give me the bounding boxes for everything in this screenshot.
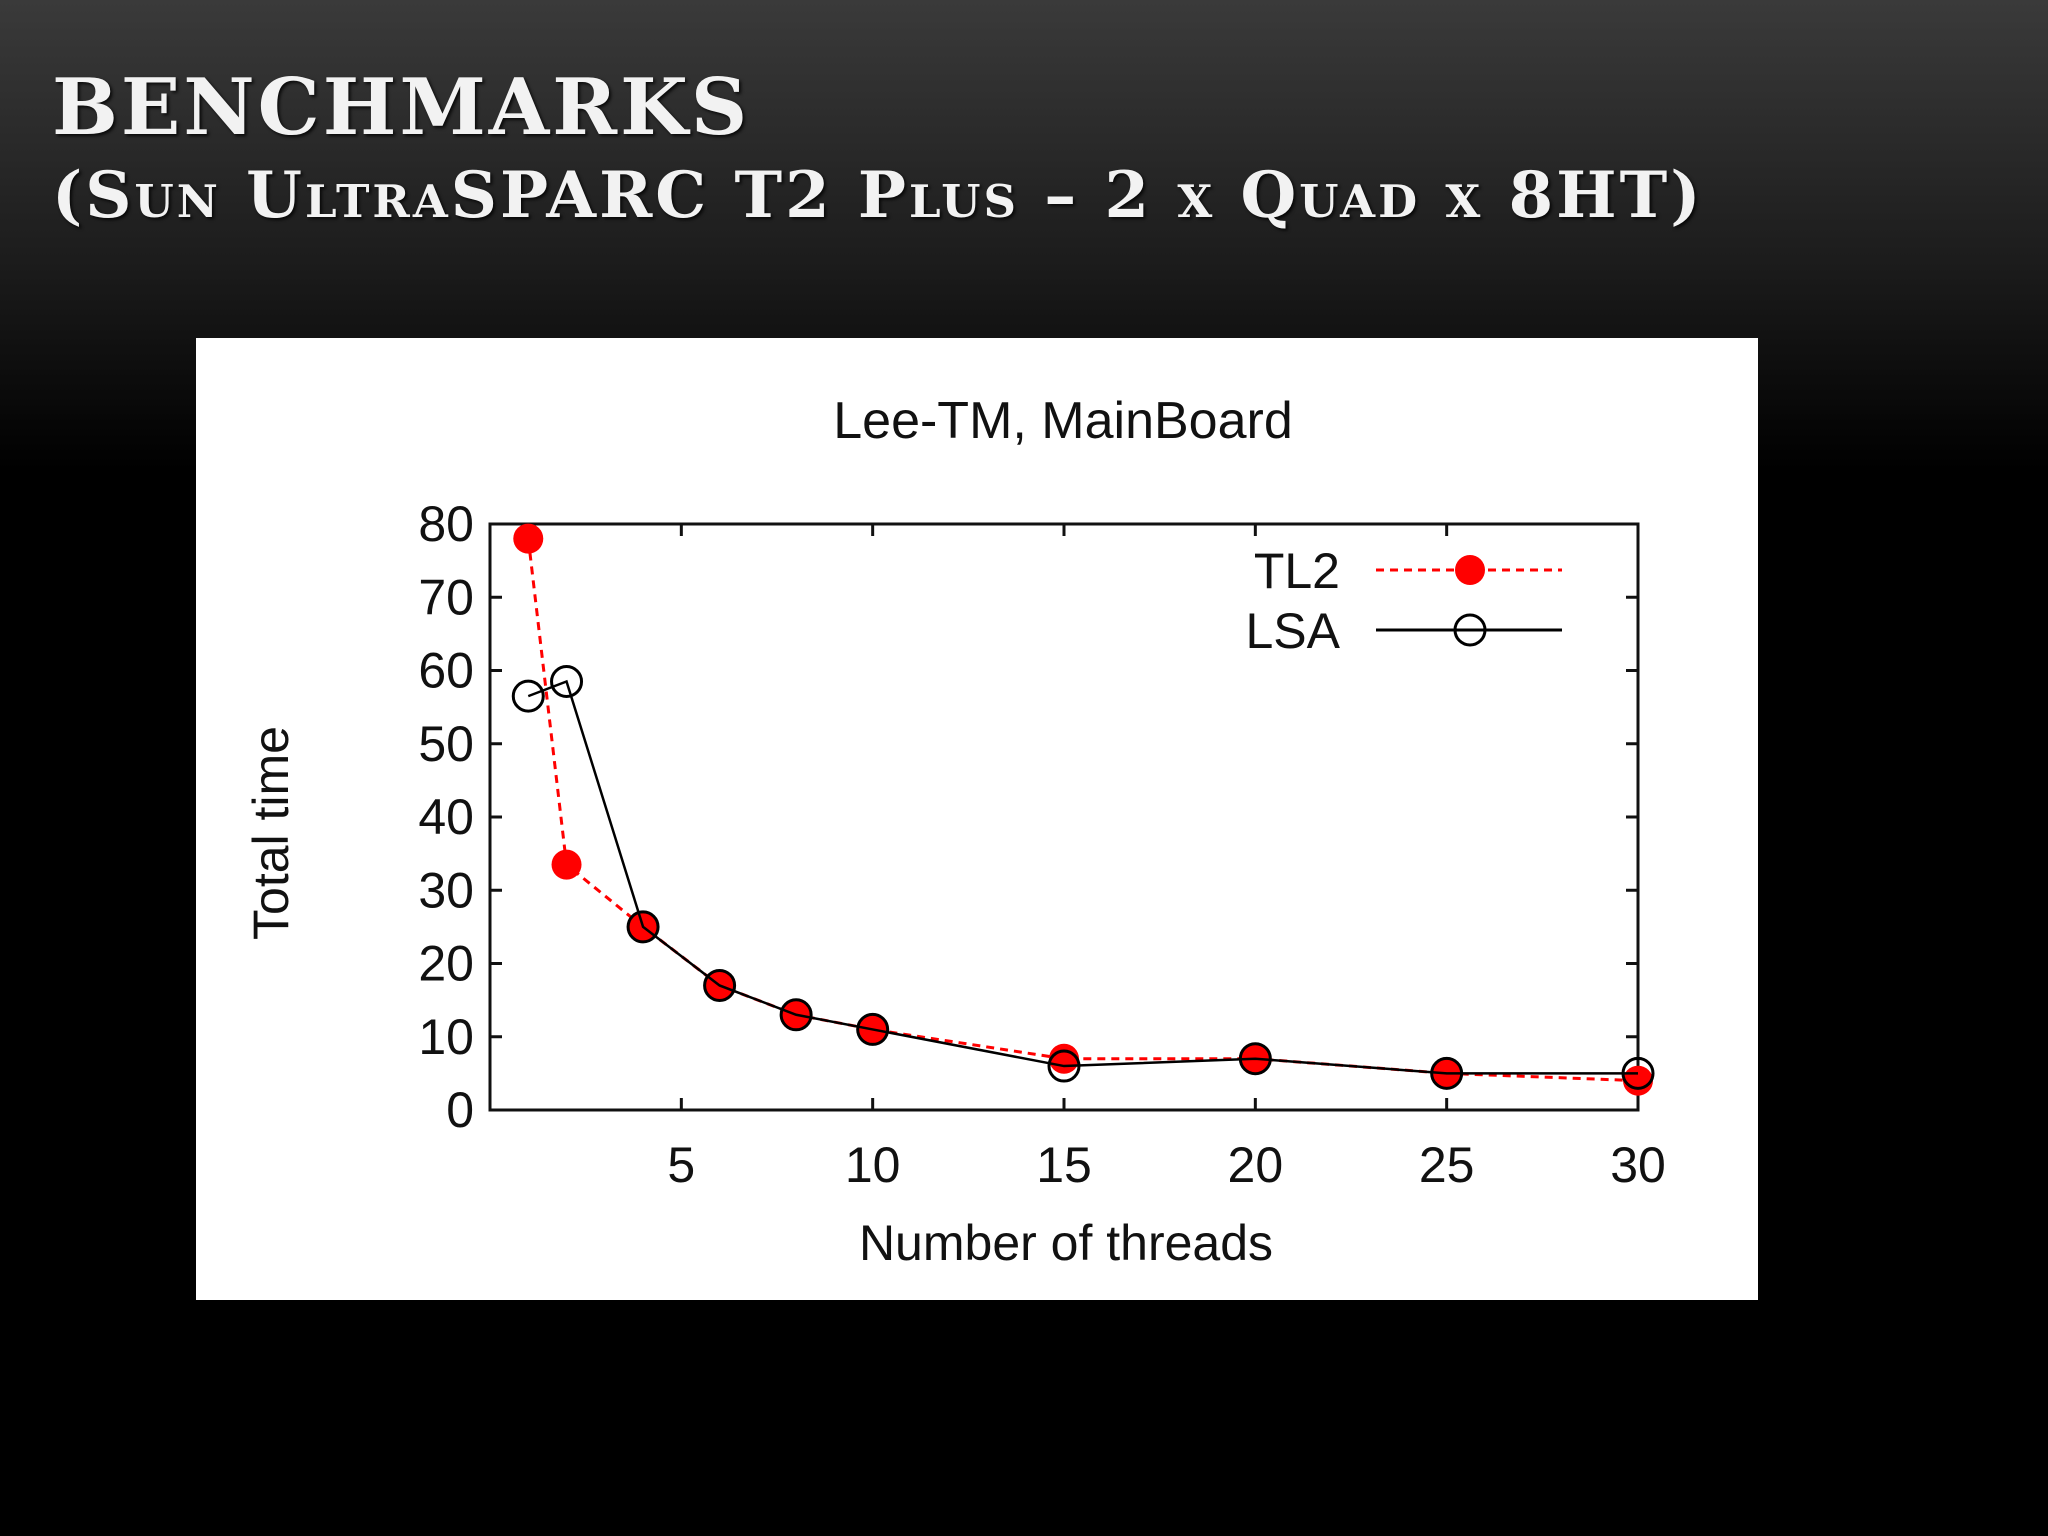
- y-tick-label: 10: [418, 1009, 474, 1065]
- data-point-tl2: [1623, 1065, 1653, 1096]
- data-point-lsa: [703, 968, 737, 1002]
- series-lsa: [511, 664, 1655, 1090]
- y-axis-label: Total time: [243, 726, 299, 940]
- data-point-lsa: [511, 679, 545, 713]
- y-tick-label: 20: [418, 936, 474, 992]
- legend-label-lsa: LSA: [1245, 603, 1340, 659]
- plot-frame: [488, 522, 1640, 1112]
- data-point-lsa: [856, 1012, 890, 1046]
- chart-svg: Lee-TM, MainBoard Total time Number of t…: [243, 392, 1666, 1271]
- data-point-lsa: [1430, 1056, 1464, 1090]
- data-point-lsa: [550, 664, 584, 698]
- data-point-tl2: [513, 523, 544, 554]
- y-tick-label: 0: [446, 1082, 474, 1138]
- x-tick-label: 15: [1036, 1137, 1092, 1193]
- slide-title-line1: Benchmarks: [52, 62, 751, 153]
- legend-label-tl2: TL2: [1254, 543, 1340, 599]
- chart-panel: Lee-TM, MainBoard Total time Number of t…: [196, 338, 1758, 1300]
- x-tick-label: 30: [1610, 1137, 1666, 1193]
- series-line-lsa: [527, 679, 1638, 1075]
- x-tick-label: 25: [1419, 1137, 1475, 1193]
- slide-subtitle-line2: (Sun UltraSPARC T2 Plus – 2 x Quad x 8HT…: [52, 158, 1704, 233]
- data-point-lsa: [1238, 1042, 1272, 1076]
- y-tick-label: 50: [418, 716, 474, 772]
- x-tick-label: 10: [845, 1137, 901, 1193]
- y-tick-label: 80: [418, 496, 474, 552]
- series-line-tl2: [526, 538, 1639, 1083]
- legend-marker-lsa: [1453, 613, 1487, 647]
- data-point-lsa: [1047, 1049, 1081, 1083]
- data-point-lsa: [1621, 1056, 1655, 1090]
- x-tick-label: 5: [667, 1137, 695, 1193]
- x-tick-label: 20: [1228, 1137, 1284, 1193]
- chart-title: Lee-TM, MainBoard: [833, 392, 1293, 450]
- data-point-lsa: [779, 998, 813, 1032]
- series-layer: [511, 523, 1655, 1096]
- series-tl2: [513, 523, 1653, 1096]
- data-point-tl2: [551, 849, 582, 880]
- y-tick-label: 30: [418, 862, 474, 918]
- x-axis-label: Number of threads: [859, 1215, 1273, 1271]
- legend-marker-tl2: [1455, 555, 1485, 585]
- data-point-tl2: [1049, 1043, 1079, 1074]
- data-point-lsa: [626, 910, 660, 944]
- slide-title: Benchmarks (Sun UltraSPARC T2 Plus – 2 x…: [52, 62, 1952, 238]
- y-tick-label: 40: [418, 789, 474, 845]
- axes-layer: 0 10 20 30 40 50 60 70 80 5 10 15 20 25 30: [418, 496, 1665, 1193]
- y-tick-label: 60: [418, 643, 474, 699]
- y-tick-label: 70: [418, 569, 474, 625]
